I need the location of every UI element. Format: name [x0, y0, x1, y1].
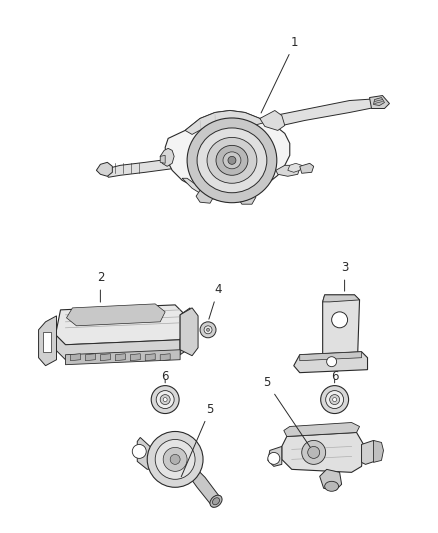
Ellipse shape — [325, 481, 339, 491]
Polygon shape — [260, 110, 285, 131]
Circle shape — [207, 328, 209, 332]
Polygon shape — [71, 354, 81, 361]
Text: 5: 5 — [181, 403, 214, 477]
Polygon shape — [39, 316, 57, 366]
Polygon shape — [323, 295, 360, 302]
Polygon shape — [192, 124, 274, 184]
Polygon shape — [67, 304, 165, 326]
Polygon shape — [85, 354, 95, 361]
Polygon shape — [230, 99, 385, 140]
Circle shape — [155, 439, 195, 479]
Polygon shape — [276, 165, 300, 176]
Polygon shape — [165, 110, 290, 192]
Ellipse shape — [228, 156, 236, 164]
Polygon shape — [160, 155, 165, 163]
Circle shape — [151, 385, 179, 414]
Polygon shape — [160, 354, 170, 361]
Circle shape — [332, 398, 337, 401]
Text: 5: 5 — [263, 376, 310, 447]
Polygon shape — [238, 191, 256, 204]
Text: 3: 3 — [341, 262, 348, 291]
Circle shape — [327, 357, 337, 367]
Text: 2: 2 — [97, 271, 104, 302]
Polygon shape — [370, 95, 389, 109]
Circle shape — [330, 394, 339, 405]
Polygon shape — [180, 308, 198, 356]
Circle shape — [326, 391, 343, 409]
Polygon shape — [96, 163, 112, 176]
Circle shape — [163, 398, 167, 401]
Polygon shape — [374, 440, 384, 462]
Polygon shape — [115, 354, 125, 361]
Polygon shape — [300, 163, 314, 173]
Ellipse shape — [207, 138, 257, 183]
Circle shape — [321, 385, 349, 414]
Polygon shape — [284, 423, 360, 437]
Circle shape — [268, 453, 280, 464]
Polygon shape — [66, 350, 180, 365]
Polygon shape — [56, 305, 185, 345]
Polygon shape — [268, 447, 282, 466]
Polygon shape — [374, 98, 385, 106]
Circle shape — [200, 322, 216, 338]
Polygon shape — [130, 354, 140, 361]
Ellipse shape — [223, 152, 241, 169]
Polygon shape — [361, 440, 379, 464]
Ellipse shape — [210, 495, 222, 507]
Circle shape — [204, 326, 212, 334]
Ellipse shape — [197, 128, 267, 193]
Circle shape — [156, 391, 174, 409]
Circle shape — [132, 445, 146, 458]
Polygon shape — [300, 352, 361, 361]
Circle shape — [332, 312, 348, 328]
Polygon shape — [180, 308, 190, 355]
Circle shape — [147, 432, 203, 487]
Polygon shape — [106, 155, 190, 177]
Polygon shape — [185, 110, 265, 134]
Polygon shape — [282, 432, 364, 472]
Polygon shape — [294, 352, 367, 373]
Bar — [42, 332, 50, 352]
Circle shape — [302, 440, 326, 464]
Polygon shape — [320, 470, 342, 490]
Polygon shape — [100, 354, 110, 361]
Polygon shape — [160, 148, 174, 166]
Polygon shape — [187, 467, 220, 507]
Circle shape — [308, 447, 320, 458]
Ellipse shape — [212, 498, 219, 505]
Ellipse shape — [187, 118, 277, 203]
Circle shape — [163, 447, 187, 471]
Polygon shape — [288, 163, 302, 172]
Polygon shape — [182, 178, 225, 201]
Polygon shape — [323, 295, 360, 362]
Text: 4: 4 — [209, 284, 222, 319]
Polygon shape — [56, 335, 180, 360]
Polygon shape — [217, 149, 246, 171]
Polygon shape — [137, 438, 157, 470]
Text: 6: 6 — [162, 370, 169, 383]
Ellipse shape — [216, 146, 248, 175]
Circle shape — [160, 394, 170, 405]
Text: 1: 1 — [261, 36, 299, 113]
Polygon shape — [145, 354, 155, 361]
Text: 6: 6 — [331, 370, 339, 383]
Polygon shape — [196, 190, 214, 203]
Circle shape — [170, 455, 180, 464]
